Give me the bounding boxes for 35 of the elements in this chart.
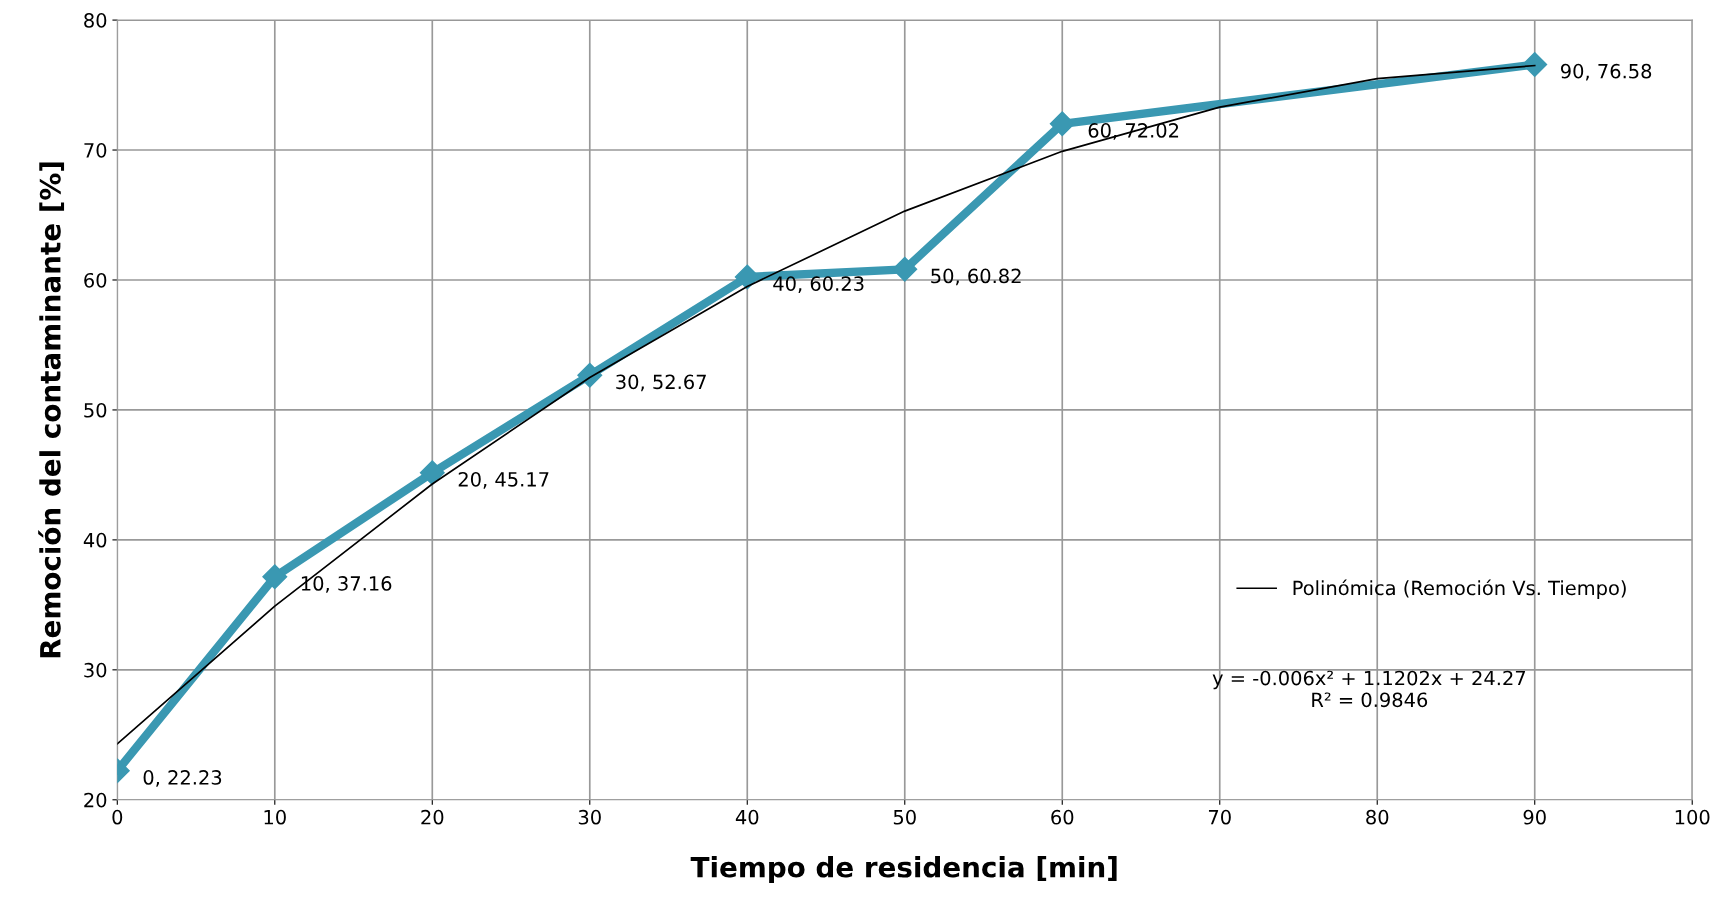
annotation: y = -0.006x² + 1.1202x + 24.27 R² = 0.9846	[1212, 670, 1526, 708]
data-label: 20, 45.17	[458, 471, 549, 489]
point	[734, 264, 760, 290]
x-tick-label: 70	[1208, 809, 1231, 825]
data-label: 0, 22.23	[143, 770, 222, 787]
data-label: 40, 60.23	[773, 276, 864, 293]
point	[892, 256, 918, 282]
data-label: 60, 72.02	[1088, 123, 1179, 140]
x-axis-title: Tiempo de residencia [min]	[690, 856, 1117, 883]
x-tick-label: 60	[1051, 809, 1074, 825]
y-tick-label: 30	[84, 662, 107, 678]
x-tick-label: 90	[1523, 809, 1546, 825]
x-tick-label: 30	[578, 809, 601, 825]
point	[1049, 111, 1075, 137]
y-tick-label: 40	[83, 532, 107, 548]
y-tick-label: 50	[84, 402, 107, 418]
x-tick-label: 80	[1366, 809, 1389, 825]
x-tick-label: 100	[1675, 809, 1710, 825]
x-tick-label: 20	[421, 809, 444, 825]
data-label: 10, 37.16	[301, 576, 392, 593]
y-tick-label: 80	[84, 13, 107, 28]
data-label: 30, 52.67	[616, 374, 706, 392]
data-label: 90, 76.58	[1560, 63, 1652, 81]
data-label: 50, 60.82	[931, 268, 1021, 286]
x-tick-label: 40	[735, 809, 759, 825]
legend-label: Polinómica (Remoción Vs. Tiempo)	[1293, 579, 1626, 600]
y-axis-title: Remoción del contaminante [%]	[38, 162, 65, 658]
y-tick-label: 60	[84, 272, 107, 288]
y-tick-label: 70	[84, 142, 107, 158]
y-tick-label: 20	[84, 792, 107, 808]
point	[419, 460, 445, 486]
point	[262, 564, 288, 590]
x-tick-label: 0	[112, 809, 123, 825]
x-tick-label: 10	[264, 809, 286, 825]
x-tick-label: 50	[893, 809, 916, 825]
